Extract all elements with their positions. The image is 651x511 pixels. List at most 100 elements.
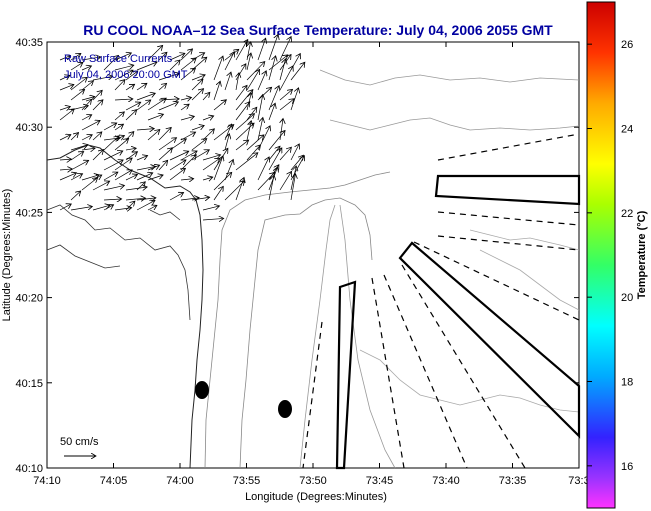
current-vector [147,114,163,121]
current-vector [180,104,189,111]
current-vector [213,172,232,191]
current-vector [59,107,70,110]
y-tick-label: 40:25 [15,207,43,219]
current-vector [268,148,282,171]
current-vector [158,52,167,61]
current-vector [191,53,205,61]
current-vector [147,175,163,181]
current-vector [180,68,195,81]
current-vector [81,148,95,150]
colorbar-tick-label: 20 [621,292,633,304]
current-vector [125,84,135,91]
bathy-contour-3 [299,204,396,469]
current-vector [92,76,113,81]
current-vector [103,151,123,161]
current-vector [70,53,81,61]
current-vector [81,99,92,111]
current-vector [235,140,249,151]
current-vector [191,126,204,131]
current-vector [213,156,223,181]
colorbar-label: Temperature (°C) [636,210,648,299]
current-vector [180,58,196,71]
current-vector [202,155,221,161]
current-vector [268,130,285,151]
colorbar-tick-label: 18 [621,377,633,389]
current-vector [235,177,244,201]
current-vector [235,102,250,121]
current-vector [59,159,71,160]
current-vector [70,206,92,211]
current-vector [169,139,186,151]
current-vector [81,66,91,70]
current-vector [136,198,156,200]
surface-current-vectors [59,34,305,220]
current-vector [70,62,83,71]
colorbar-tick-label: 16 [621,461,633,473]
current-vector [114,112,124,121]
x-tick-label: 74:00 [166,475,194,487]
current-vector [290,144,299,161]
current-vector [92,150,104,161]
current-vector [114,65,134,71]
current-vector [191,89,204,101]
current-vector [202,92,210,101]
current-vector [257,95,263,121]
current-vector [125,201,135,211]
current-vector [202,158,220,171]
current-vector [92,100,103,111]
chart-title: RU COOL NOAA–12 Sea Surface Temperature:… [83,22,553,38]
current-vector [114,170,132,181]
bathy-contour-6 [359,349,580,413]
current-vector [114,53,131,61]
current-vector [268,175,274,201]
current-vector [236,73,239,91]
current-vector [268,34,278,61]
current-vector [114,158,132,171]
current-vector [180,116,194,120]
current-vector [70,152,84,161]
x-tick-label: 73:55 [233,475,261,487]
current-vector [125,187,147,190]
current-vector [279,59,286,81]
current-vector [92,90,102,101]
current-vector [158,127,171,141]
x-axis-label: Longitude (Degrees:Minutes) [245,491,387,503]
current-vector [169,168,185,181]
bathy-contour-1 [204,171,391,469]
current-vector [114,208,132,210]
current-vector [70,77,87,91]
current-vector [224,181,245,201]
y-tick-label: 40:20 [15,293,43,305]
current-vector [125,198,146,200]
current-vector [257,38,266,61]
current-vector [224,134,229,151]
current-vector [180,132,196,141]
current-vector [202,206,219,211]
current-vector [246,53,251,71]
current-vector [70,174,83,181]
current-vector [70,145,88,151]
current-vector [224,72,231,91]
x-tick-label: 73:35 [499,475,527,487]
current-vector [70,89,85,101]
current-vector [103,172,118,181]
current-vector [81,135,92,141]
current-vector [114,99,133,100]
current-vector [125,102,141,111]
current-vector [257,126,270,151]
current-vector [114,138,129,151]
current-vector [246,121,251,141]
current-vector [136,182,145,191]
current-vector [169,192,184,201]
current-vector [213,100,226,111]
current-vector [103,123,117,131]
current-vector [257,71,266,91]
y-tick-label: 40:15 [15,378,43,390]
station-marker-2 [278,400,292,418]
colorbar-tick-label: 26 [621,39,633,51]
current-vector [213,186,223,201]
current-vector [213,81,220,101]
x-tick-label: 73:40 [432,475,460,487]
colorbar-tick-label: 22 [621,208,633,220]
current-vector [59,84,74,91]
